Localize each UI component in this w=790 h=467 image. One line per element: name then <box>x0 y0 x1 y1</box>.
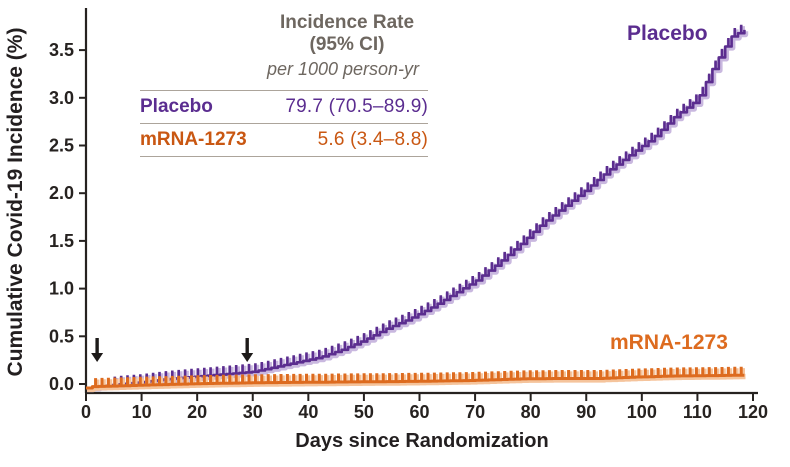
x-tick-label: 100 <box>627 402 657 422</box>
y-tick-label: 3.5 <box>49 40 74 60</box>
table-row-label: mRNA-1273 <box>140 129 247 150</box>
table-header-line1: Incidence Rate <box>279 12 415 33</box>
series-label-mrna-1273: mRNA-1273 <box>610 331 728 354</box>
mrna-1273-curve <box>86 366 745 390</box>
y-tick-label: 1.5 <box>49 231 74 251</box>
table-row-value: 79.7 (70.5–89.9) <box>285 96 428 117</box>
x-tick-label: 60 <box>409 402 429 422</box>
dose-arrow-head <box>241 353 254 362</box>
y-tick-label: 0.5 <box>49 326 74 346</box>
x-tick-label: 110 <box>683 402 712 422</box>
table-units: per 1000 person-yr <box>266 59 420 79</box>
x-tick-label: 80 <box>521 402 541 422</box>
table-rule-bottom <box>140 156 428 157</box>
table-rule-middle <box>140 123 428 124</box>
placebo-curve <box>86 24 746 390</box>
y-tick-label: 2.5 <box>49 136 74 156</box>
dose-arrow-head <box>91 353 104 362</box>
x-tick-label: 30 <box>243 402 263 422</box>
table-row-placebo: Placebo 79.7 (70.5–89.9) <box>140 91 428 123</box>
x-axis-title: Days since Randomization <box>295 430 549 452</box>
table-row-value: 5.6 (3.4–8.8) <box>317 129 428 150</box>
x-tick-label: 70 <box>465 402 485 422</box>
table-rule-top <box>140 90 428 91</box>
dose-arrow-day-29 <box>241 338 254 362</box>
x-tick-label: 10 <box>132 402 152 422</box>
y-tick-label: 2.0 <box>49 183 74 203</box>
incidence-rate-table: Incidence Rate (95% CI) per 1000 person-… <box>140 12 428 157</box>
y-tick-label: 3.0 <box>49 88 74 108</box>
series-label-placebo: Placebo <box>627 22 708 45</box>
y-tick-label: 1.0 <box>49 279 74 299</box>
x-tick-label: 0 <box>81 402 91 422</box>
x-tick-label: 50 <box>354 402 374 422</box>
table-row-label: Placebo <box>140 96 213 117</box>
y-axis-title: Cumulative Covid-19 Incidence (%) <box>4 27 27 377</box>
table-row-mrna-1273: mRNA-1273 5.6 (3.4–8.8) <box>140 124 428 156</box>
x-tick-label: 120 <box>738 402 768 422</box>
table-header-line2: (95% CI) <box>309 34 385 55</box>
dose-arrow-day-2 <box>91 338 104 362</box>
x-tick-label: 20 <box>187 402 207 422</box>
x-tick-label: 40 <box>298 402 318 422</box>
x-tick-label: 90 <box>576 402 596 422</box>
y-tick-label: 0.0 <box>49 374 74 394</box>
